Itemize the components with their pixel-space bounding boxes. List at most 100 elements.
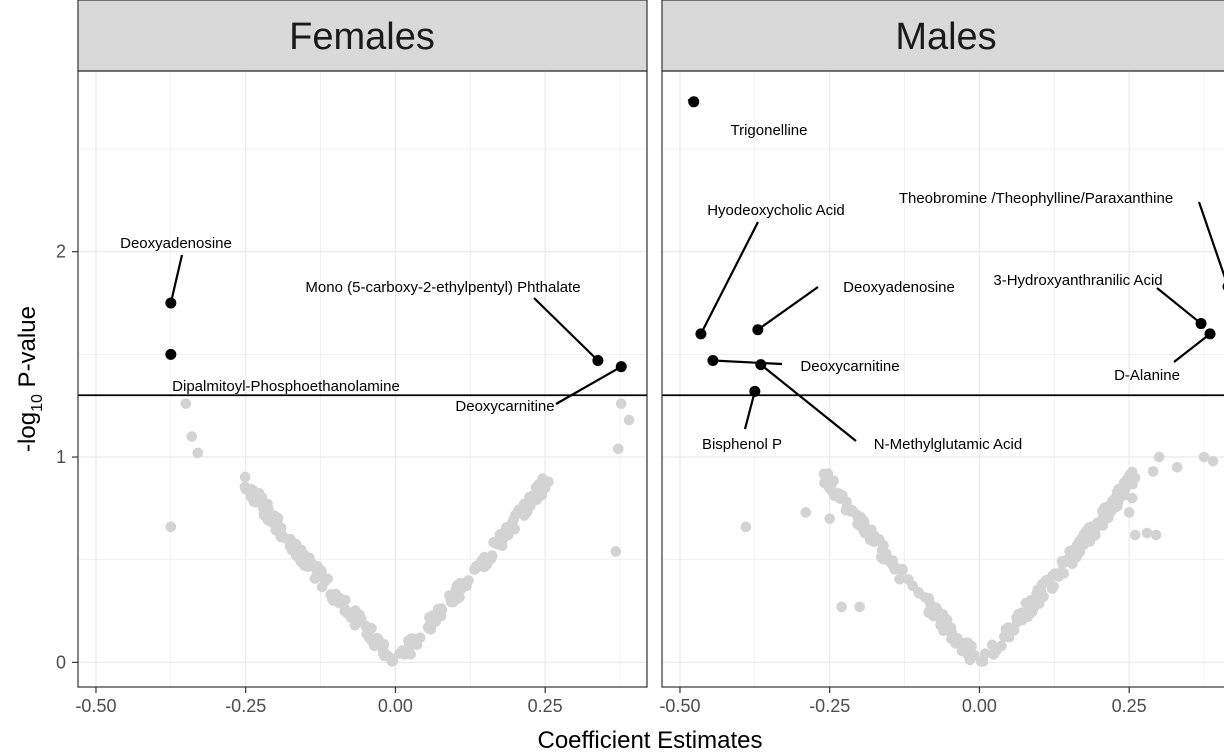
nonsignificant-point (524, 491, 535, 503)
point-label: Deoxycarnitine (455, 398, 554, 415)
nonsignificant-point (1046, 570, 1058, 582)
label-connectors (687, 98, 1224, 442)
nonsignificant-point (876, 544, 888, 556)
x-axes: -0.50 -0.25 0.00 0.25 -0.50 -0.25 0.00 0.25 (75, 687, 1147, 716)
nonsignificant-point (615, 398, 627, 409)
nonsignificant-point (1084, 533, 1096, 544)
nonsignificant-point (623, 414, 635, 426)
nonsignificant-point (290, 540, 302, 551)
nonsignificant-point (1123, 507, 1135, 518)
nonsignificant-point (1067, 555, 1079, 567)
nonsignificant-point (740, 521, 752, 533)
nonsignificant-point (266, 517, 278, 528)
significant-point (755, 359, 767, 371)
x-tick-label: 0.00 (378, 696, 413, 716)
nonsignificant-point (463, 575, 474, 586)
nonsignificant-point (1153, 451, 1165, 463)
significant-point (165, 348, 177, 360)
panel-females: Females Deoxyadenosine Dipalmitoyl-Phosph… (77, 0, 648, 688)
nonsignificant-point (305, 559, 317, 571)
nonsignificant-point (327, 591, 338, 602)
label-connector (1197, 201, 1224, 279)
y-axis: 0 1 2 (56, 242, 78, 672)
nonsignificant-point (239, 471, 251, 483)
nonsignificant-point (1031, 588, 1042, 599)
point-label: Theobromine /Theophylline/Paraxanthine (899, 190, 1173, 207)
point-labels: Deoxyadenosine Dipalmitoyl-Phosphoethanol… (120, 235, 580, 415)
significant-points (165, 297, 627, 373)
nonsignificant-point (352, 610, 364, 622)
nonsignificant-point (1129, 529, 1141, 541)
nonsignificant-point (436, 604, 448, 615)
point-label: Hyodeoxycholic Acid (707, 202, 845, 219)
label-connector (712, 359, 783, 366)
nonsignificant-point (998, 631, 1010, 642)
nonsignificant-point (800, 507, 812, 518)
nonsignificant-point (450, 584, 462, 595)
panel-border (661, 70, 1224, 688)
x-tick-label: 0.25 (528, 696, 563, 716)
label-connectors (169, 254, 622, 405)
nonsignificant-point (192, 447, 204, 459)
label-connector (699, 221, 759, 335)
nonsignificant-point (1198, 451, 1210, 463)
nonsignificant-point (1101, 502, 1112, 513)
nonsignificant-point (540, 479, 552, 491)
nonsignificant-point (394, 648, 405, 660)
nonsignificant-point (1006, 626, 1017, 637)
x-tick-label: -0.50 (75, 696, 116, 716)
label-connector (555, 365, 622, 405)
y-axis-title: -log10 P-value (14, 306, 46, 452)
nonsignificant-point (253, 487, 265, 499)
point-label: Bisphenol P (702, 436, 782, 453)
nonsignificant-point (1076, 532, 1088, 544)
nonsignificant-point (488, 537, 499, 548)
nonsignificant-point (836, 490, 848, 501)
nonsignificant-point (309, 573, 321, 584)
nonsignificant-point (271, 524, 283, 536)
nonsignificant-point (940, 624, 952, 636)
nonsignificant-point (281, 533, 292, 545)
x-axis-title: Coefficient Estimates (538, 727, 763, 753)
nonsignificant-point (937, 609, 949, 620)
x-tick-label: -0.25 (225, 696, 266, 716)
x-tick-label: -0.25 (809, 696, 850, 716)
label-connector (1156, 287, 1202, 325)
point-label: N-Methylglutamic Acid (874, 436, 1022, 453)
nonsignificant-point (928, 610, 939, 622)
nonsignificant-point (969, 649, 980, 661)
nonsignificant-point (342, 608, 354, 619)
nonsignificant-point (387, 655, 399, 667)
panel-border (77, 70, 648, 688)
y-tick-label: 1 (56, 447, 66, 467)
point-label: Dipalmitoyl-Phosphoethanolamine (172, 378, 400, 395)
nonsignificant-point (427, 610, 438, 621)
nonsignificant-point (950, 638, 961, 649)
significant-point (592, 355, 604, 367)
nonsignificant-point (610, 546, 622, 557)
nonsignificant-point (360, 620, 371, 632)
nonsignificant-point (478, 561, 490, 573)
nonsignificant-point (1207, 455, 1219, 467)
nonsignificant-point (1058, 557, 1069, 569)
label-connector (757, 286, 819, 331)
x-tick-label: 0.25 (1112, 696, 1147, 716)
nonsignificant-point (1032, 596, 1043, 608)
significant-point (752, 324, 764, 336)
nonsignificant-point (853, 513, 864, 525)
label-connector (533, 297, 599, 362)
nonsignificant-point (894, 574, 905, 585)
nonsignificant-point (1117, 483, 1128, 495)
nonsignificant-point (373, 633, 384, 645)
nonsignificant-point (336, 598, 348, 609)
point-label: Trigonelline (731, 122, 808, 139)
panel-title: Males (895, 16, 996, 58)
nonsignificant-points (740, 451, 1219, 667)
nonsignificant-point (836, 601, 847, 613)
nonsignificant-point (503, 529, 514, 541)
nonsignificant-point (378, 650, 390, 662)
nonsignificant-point (180, 398, 192, 409)
nonsignificant-point (1171, 461, 1183, 473)
nonsignificant-point (1150, 529, 1162, 541)
label-connector (760, 363, 857, 442)
